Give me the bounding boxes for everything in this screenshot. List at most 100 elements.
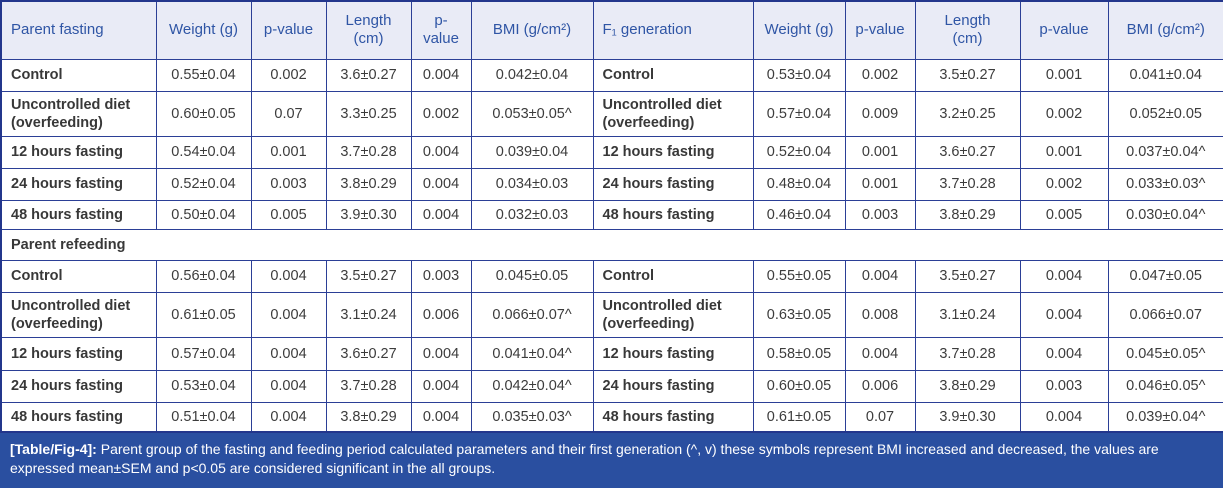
data-cell: 0.045±0.05^	[1107, 337, 1223, 371]
data-cell: 3.9±0.30	[914, 402, 1021, 432]
data-cell: 0.004	[1019, 291, 1109, 339]
data-cell: 3.5±0.27	[325, 259, 412, 293]
data-cell: 0.57±0.04	[752, 90, 846, 137]
data-cell: 0.004	[1019, 402, 1109, 432]
data-cell: 3.8±0.29	[914, 199, 1021, 230]
data-cell: 0.009	[844, 90, 916, 137]
data-cell: 0.003	[410, 259, 472, 293]
data-cell: 3.5±0.27	[914, 58, 1021, 92]
data-cell: 0.041±0.04	[1107, 58, 1223, 92]
row-label: 12 hours fasting	[0, 135, 157, 169]
data-cell: 0.002	[1019, 167, 1109, 201]
data-cell: 0.039±0.04	[470, 135, 594, 169]
data-cell: 0.61±0.05	[752, 402, 846, 432]
data-cell: 0.005	[250, 199, 327, 230]
data-cell: 0.039±0.04^	[1107, 402, 1223, 432]
data-cell: 0.004	[410, 58, 472, 92]
row-label: 48 hours fasting	[592, 199, 754, 230]
data-cell: 0.53±0.04	[752, 58, 846, 92]
data-cell: 0.004	[844, 259, 916, 293]
data-cell: 0.004	[410, 370, 472, 403]
data-cell: 0.066±0.07	[1107, 291, 1223, 339]
data-cell: 0.032±0.03	[470, 199, 594, 230]
table-row: 48 hours fasting 0.51±0.04 0.004 3.8±0.2…	[0, 402, 1223, 432]
data-cell: 0.004	[250, 291, 327, 339]
row-label: 48 hours fasting	[592, 402, 754, 432]
data-cell: 0.52±0.04	[752, 135, 846, 169]
data-cell: 3.3±0.25	[325, 90, 412, 137]
data-cell: 3.9±0.30	[325, 199, 412, 230]
data-cell: 0.001	[1019, 58, 1109, 92]
data-cell: 3.8±0.29	[914, 370, 1021, 403]
data-cell: 0.005	[1019, 199, 1109, 230]
row-label: Control	[0, 58, 157, 92]
data-cell: 3.5±0.27	[914, 259, 1021, 293]
data-cell: 0.002	[1019, 90, 1109, 137]
data-cell: 3.6±0.27	[325, 58, 412, 92]
caption-label: [Table/Fig-4]:	[10, 440, 97, 457]
data-cell: 0.53±0.04	[155, 370, 252, 403]
header-row: Parent fasting Weight (g) p-value Length…	[0, 0, 1223, 60]
data-cell: 0.004	[410, 167, 472, 201]
data-cell: 0.002	[410, 90, 472, 137]
data-cell: 0.50±0.04	[155, 199, 252, 230]
data-cell: 0.053±0.05^	[470, 90, 594, 137]
data-cell: 0.066±0.07^	[470, 291, 594, 339]
data-cell: 0.037±0.04^	[1107, 135, 1223, 169]
data-cell: 0.004	[1019, 337, 1109, 371]
table-row: 24 hours fasting 0.52±0.04 0.003 3.8±0.2…	[0, 167, 1223, 201]
data-cell: 0.047±0.05	[1107, 259, 1223, 293]
row-label: Uncontrolled diet (overfeeding)	[592, 90, 754, 137]
column-header-bmi: BMI (g/cm²)	[470, 0, 594, 60]
data-cell: 0.51±0.04	[155, 402, 252, 432]
data-cell: 0.56±0.04	[155, 259, 252, 293]
column-header-p-value: p-value	[1019, 0, 1109, 60]
parameters-table: Parent fasting Weight (g) p-value Length…	[0, 0, 1223, 433]
caption-text: Parent group of the fasting and feeding …	[10, 440, 1159, 477]
data-cell: 0.46±0.04	[752, 199, 846, 230]
table-row: Control 0.55±0.04 0.002 3.6±0.27 0.004 0…	[0, 58, 1223, 92]
data-cell: 0.004	[844, 337, 916, 371]
data-cell: 0.004	[410, 402, 472, 432]
data-cell: 0.55±0.04	[155, 58, 252, 92]
data-cell: 0.004	[250, 259, 327, 293]
data-cell: 3.7±0.28	[325, 135, 412, 169]
data-cell: 3.1±0.24	[325, 291, 412, 339]
table-caption: [Table/Fig-4]: Parent group of the fasti…	[0, 432, 1223, 488]
row-label: 12 hours fasting	[0, 337, 157, 371]
row-label: Uncontrolled diet (overfeeding)	[0, 90, 157, 137]
data-cell: 0.002	[250, 58, 327, 92]
row-label: 24 hours fasting	[592, 370, 754, 403]
data-cell: 0.001	[1019, 135, 1109, 169]
data-cell: 0.001	[844, 167, 916, 201]
data-cell: 3.7±0.28	[914, 337, 1021, 371]
table-row: 48 hours fasting 0.50±0.04 0.005 3.9±0.3…	[0, 199, 1223, 230]
data-cell: 0.48±0.04	[752, 167, 846, 201]
data-cell: 0.61±0.05	[155, 291, 252, 339]
data-cell: 3.1±0.24	[914, 291, 1021, 339]
table-row: 24 hours fasting 0.53±0.04 0.004 3.7±0.2…	[0, 370, 1223, 403]
data-cell: 0.07	[844, 402, 916, 432]
table-row: Control 0.56±0.04 0.004 3.5±0.27 0.003 0…	[0, 259, 1223, 293]
data-cell: 0.006	[844, 370, 916, 403]
table-row: 12 hours fasting 0.57±0.04 0.004 3.6±0.2…	[0, 337, 1223, 371]
column-header-f1-generation: F₁ generation	[592, 0, 754, 60]
data-cell: 0.004	[250, 402, 327, 432]
table-row: Uncontrolled diet (overfeeding) 0.61±0.0…	[0, 291, 1223, 339]
data-cell: 3.7±0.28	[914, 167, 1021, 201]
data-cell: 0.045±0.05	[470, 259, 594, 293]
data-cell: 0.57±0.04	[155, 337, 252, 371]
row-label: 48 hours fasting	[0, 402, 157, 432]
column-header-p-value: p- value	[410, 0, 472, 60]
row-label: 12 hours fasting	[592, 337, 754, 371]
table-row: Uncontrolled diet (overfeeding) 0.60±0.0…	[0, 90, 1223, 137]
column-header-p-value: p-value	[250, 0, 327, 60]
data-cell: 0.63±0.05	[752, 291, 846, 339]
table-row: 12 hours fasting 0.54±0.04 0.001 3.7±0.2…	[0, 135, 1223, 169]
data-cell: 3.8±0.29	[325, 167, 412, 201]
data-cell: 0.035±0.03^	[470, 402, 594, 432]
row-label: Control	[592, 58, 754, 92]
row-label: Uncontrolled diet (overfeeding)	[0, 291, 157, 339]
data-cell: 0.034±0.03	[470, 167, 594, 201]
